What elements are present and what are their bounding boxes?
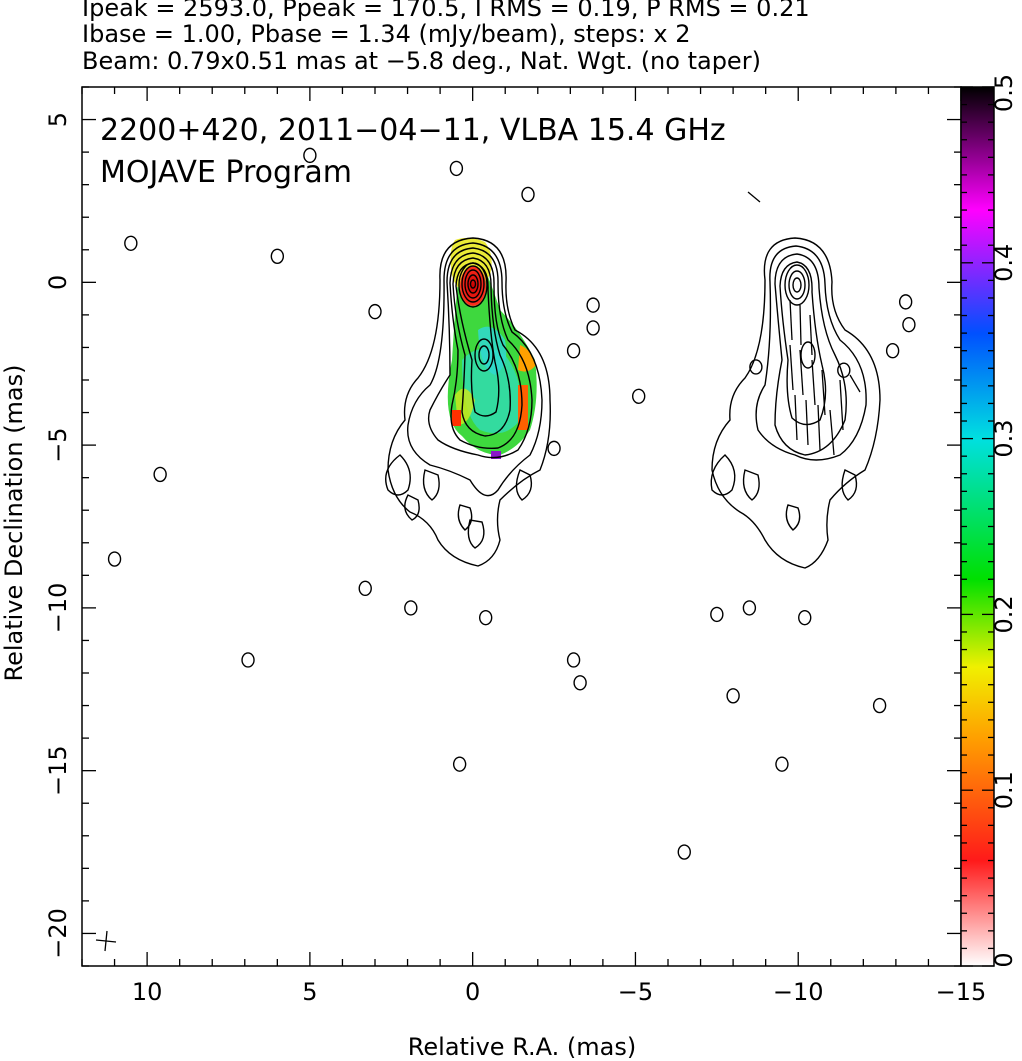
axes: 10 5 0 −5 −10 −15 5 0 −5 −10 −15 −20: [44, 86, 987, 1006]
x-axis-label: Relative R.A. (mas): [408, 1033, 636, 1061]
contour-blob: [368, 303, 382, 320]
contour-blob: [885, 343, 900, 359]
header-line-3: Beam: 0.79x0.51 mas at −5.8 deg., Nat. W…: [82, 47, 761, 75]
program-annotation: MOJAVE Program: [100, 155, 352, 190]
contour-blob: [902, 316, 916, 333]
contour-blob: [358, 580, 372, 597]
header-line-2: Ibase = 1.00, Pbase = 1.34 (mJy/beam), s…: [82, 20, 691, 48]
y-tick-label: −20: [44, 908, 72, 959]
contour-blob: [749, 359, 763, 375]
colorbar-tick-label: 0: [990, 952, 1018, 967]
colorbar-tick-label: 0.4: [990, 244, 1018, 282]
contour-blob: [586, 297, 600, 313]
contour-blob: [270, 248, 285, 264]
contour-blob: [566, 652, 581, 668]
y-tick-label: 0: [44, 275, 72, 290]
contour-blob: [677, 844, 691, 860]
contour-blob: [449, 160, 464, 177]
colorbar-tick-label: 0.1: [990, 771, 1018, 809]
contour-blob: [586, 320, 600, 336]
y-tick-label: 5: [44, 112, 72, 127]
contour-blob: [710, 606, 724, 623]
contour-blob: [452, 756, 467, 772]
polarization-contours-right: [710, 191, 881, 569]
contour-blob: [837, 362, 851, 378]
header-line-1: Ipeak = 2593.0, Ppeak = 170.5, I RMS = 0…: [82, 0, 810, 22]
x-tick-label: 5: [302, 978, 317, 1006]
x-tick-label: −15: [936, 978, 987, 1006]
x-tick-label: −10: [773, 978, 824, 1006]
contour-blob: [153, 466, 167, 483]
contour-blob: [726, 688, 740, 704]
colorbar-axis: 0 0.1 0.2 0.3 0.4 0.5: [961, 74, 1018, 968]
contour-blob: [898, 294, 913, 310]
contour-blob: [775, 756, 789, 772]
contour-blob: [124, 235, 138, 251]
contour-blob: [632, 388, 646, 404]
colorbar-tick-label: 0.3: [990, 420, 1018, 458]
x-tick-label: 0: [465, 978, 480, 1006]
colorbar-tick-label: 0.2: [990, 595, 1018, 633]
plot-frame: [81, 86, 962, 967]
contour-blob: [798, 609, 812, 626]
source-annotation: 2200+420, 2011−04−11, VLBA 15.4 GHz: [100, 113, 726, 148]
contour-blob: [547, 440, 561, 457]
contour-blob: [478, 609, 493, 626]
contour-blob: [573, 675, 587, 691]
beam-marker: [95, 930, 117, 952]
y-tick-label: −10: [44, 583, 72, 634]
x-tick-label: 10: [132, 978, 163, 1006]
contour-blob: [872, 697, 887, 714]
contour-blob: [241, 652, 255, 668]
contour-blob: [404, 600, 418, 616]
y-axis-label: Relative Declination (mas): [0, 364, 28, 681]
colorbar-tick-label: 0.5: [990, 74, 1018, 112]
x-tick-label: −5: [618, 978, 653, 1006]
y-tick-label: −5: [44, 427, 72, 462]
contour-blob: [107, 551, 122, 567]
y-tick-label: −15: [44, 745, 72, 796]
contour-blob: [521, 186, 535, 203]
contour-blob: [742, 600, 757, 616]
contour-blob: [566, 343, 581, 359]
intensity-contours-left: [385, 237, 551, 567]
contour-blob: [303, 147, 317, 164]
isolated-contours: [107, 147, 916, 860]
